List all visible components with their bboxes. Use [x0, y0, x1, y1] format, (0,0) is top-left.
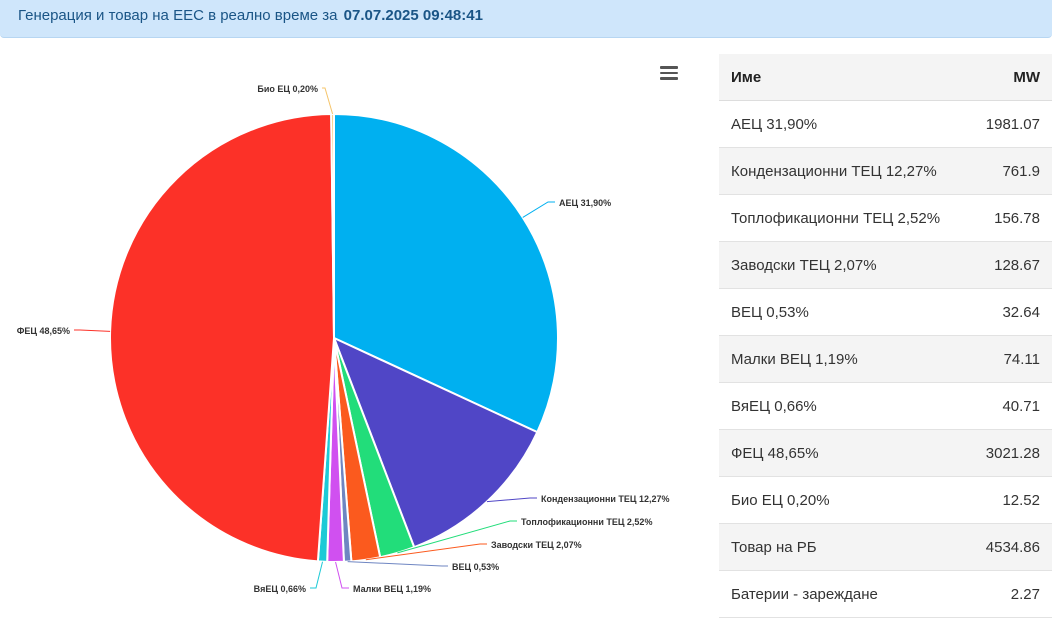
table-row: Товар на РБ 4534.86 [719, 523, 1052, 571]
cell-mw: 32.64 [968, 288, 1052, 336]
cell-mw: 1981.07 [968, 100, 1052, 148]
header-title: Генерация и товар на ЕЕС в реално време … [18, 7, 338, 24]
table-row: Кондензационни ТЕЦ 12,27% 761.9 [719, 147, 1052, 195]
pie-connector-line [522, 201, 555, 218]
cell-name: АЕЦ 31,90% [719, 100, 969, 148]
pie-data-label: ВяЕЦ 0,66% [254, 584, 306, 594]
table-row: Батерии - зареждане 2.27 [719, 570, 1052, 618]
header-banner: Генерация и товар на ЕЕС в реално време … [0, 0, 1052, 38]
table-row: Био ЕЦ 0,20% 12.52 [719, 476, 1052, 524]
pie-slice[interactable] [333, 112, 560, 434]
cell-mw: 40.71 [968, 382, 1052, 430]
pie-connector-line [335, 561, 349, 589]
cell-name: Малки ВЕЦ 1,19% [719, 335, 969, 383]
cell-name: Топлофикационни ТЕЦ 2,52% [719, 194, 969, 242]
table-row: Топлофикационни ТЕЦ 2,52% 156.78 [719, 194, 1052, 242]
pie-data-label: Кондензационни ТЕЦ 12,27% [541, 494, 670, 504]
cell-name: ФЕЦ 48,65% [719, 429, 969, 477]
table-header-row: Име MW [719, 54, 1052, 101]
table-row: АЕЦ 31,90% 1981.07 [719, 100, 1052, 148]
table-row: ВЕЦ 0,53% 32.64 [719, 288, 1052, 336]
cell-mw: 74.11 [968, 335, 1052, 383]
pie-data-label: ФЕЦ 48,65% [17, 326, 70, 336]
cell-name: ВяЕЦ 0,66% [719, 382, 969, 430]
pie-connector-line [397, 520, 517, 554]
pie-connector-line [322, 87, 334, 115]
pie-data-label: Заводски ТЕЦ 2,07% [491, 540, 582, 550]
cell-name: Био ЕЦ 0,20% [719, 476, 969, 524]
table-row: Малки ВЕЦ 1,19% 74.11 [719, 335, 1052, 383]
cell-mw: 761.9 [968, 147, 1052, 195]
pie-connector-line [365, 543, 487, 561]
pie-connector-line [74, 329, 111, 332]
cell-name: Товар на РБ [719, 523, 969, 571]
pie-slice[interactable] [330, 112, 335, 339]
pie-slice[interactable] [109, 113, 336, 563]
cell-mw: 156.78 [968, 194, 1052, 242]
pie-data-label: АЕЦ 31,90% [559, 198, 611, 208]
cell-mw: 3021.28 [968, 429, 1052, 477]
column-header-mw: MW [968, 54, 1052, 101]
cell-name: Кондензационни ТЕЦ 12,27% [719, 147, 969, 195]
pie-data-label: ВЕЦ 0,53% [452, 562, 499, 572]
pie-chart: АЕЦ 31,90% Кондензационни ТЕЦ 12,27% Топло… [17, 84, 670, 594]
cell-name: Батерии - зареждане [719, 570, 969, 618]
table-row: Заводски ТЕЦ 2,07% 128.67 [719, 241, 1052, 289]
table-row: ВяЕЦ 0,66% 40.71 [719, 382, 1052, 430]
pie-data-label: Топлофикационни ТЕЦ 2,52% [521, 517, 652, 527]
cell-name: ВЕЦ 0,53% [719, 288, 969, 336]
pie-connector-line [310, 561, 324, 589]
table-row: ФЕЦ 48,65% 3021.28 [719, 429, 1052, 477]
hamburger-menu-icon[interactable] [660, 66, 678, 80]
column-header-name: Име [719, 54, 969, 101]
pie-data-label: Био ЕЦ 0,20% [257, 84, 318, 94]
pie-data-label: Малки ВЕЦ 1,19% [353, 584, 431, 594]
pie-connector-line [347, 561, 448, 567]
cell-mw: 12.52 [968, 476, 1052, 524]
cell-mw: 4534.86 [968, 523, 1052, 571]
generation-table: Име MW АЕЦ 31,90% 1981.07 Кондензационни … [719, 54, 1052, 618]
pie-connector-line [486, 497, 537, 503]
cell-name: Заводски ТЕЦ 2,07% [719, 241, 969, 289]
cell-mw: 128.67 [968, 241, 1052, 289]
cell-mw: 2.27 [968, 570, 1052, 618]
header-timestamp: 07.07.2025 09:48:41 [343, 7, 483, 24]
